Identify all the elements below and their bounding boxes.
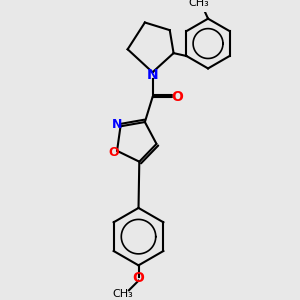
Text: CH₃: CH₃ [188,0,209,8]
Text: CH₃: CH₃ [113,289,134,299]
Text: O: O [172,90,183,104]
Text: O: O [133,271,145,285]
Text: N: N [147,68,158,82]
Text: N: N [112,118,122,131]
Text: O: O [108,146,119,159]
